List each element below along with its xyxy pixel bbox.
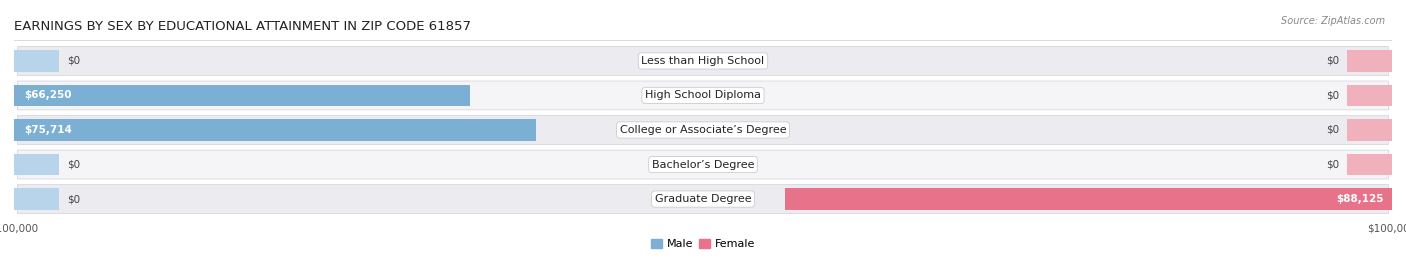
FancyBboxPatch shape [17,81,1389,110]
Text: $0: $0 [1326,159,1339,170]
Text: Less than High School: Less than High School [641,56,765,66]
Text: $0: $0 [67,56,80,66]
Bar [14,119,536,141]
FancyBboxPatch shape [17,116,1389,144]
Bar [1347,119,1392,141]
Text: EARNINGS BY SEX BY EDUCATIONAL ATTAINMENT IN ZIP CODE 61857: EARNINGS BY SEX BY EDUCATIONAL ATTAINMEN… [14,20,471,34]
Text: $0: $0 [67,159,80,170]
FancyBboxPatch shape [17,150,1389,179]
Text: $0: $0 [1326,125,1339,135]
Text: Source: ZipAtlas.com: Source: ZipAtlas.com [1281,16,1385,26]
FancyBboxPatch shape [17,185,1389,214]
FancyBboxPatch shape [17,46,1389,75]
Text: $66,250: $66,250 [24,90,72,100]
Text: Bachelor’s Degree: Bachelor’s Degree [652,159,754,170]
Text: $0: $0 [67,194,80,204]
Bar [785,188,1392,210]
Text: $88,125: $88,125 [1336,194,1384,204]
Bar [1347,85,1392,106]
Bar [14,188,59,210]
Bar [1347,154,1392,175]
Text: $75,714: $75,714 [24,125,72,135]
Bar [1347,50,1392,72]
Bar [14,85,471,106]
Text: $0: $0 [1326,56,1339,66]
Text: $0: $0 [1326,90,1339,100]
Text: College or Associate’s Degree: College or Associate’s Degree [620,125,786,135]
Bar [14,154,59,175]
Legend: Male, Female: Male, Female [647,234,759,254]
Text: Graduate Degree: Graduate Degree [655,194,751,204]
Text: High School Diploma: High School Diploma [645,90,761,100]
Bar [14,50,59,72]
